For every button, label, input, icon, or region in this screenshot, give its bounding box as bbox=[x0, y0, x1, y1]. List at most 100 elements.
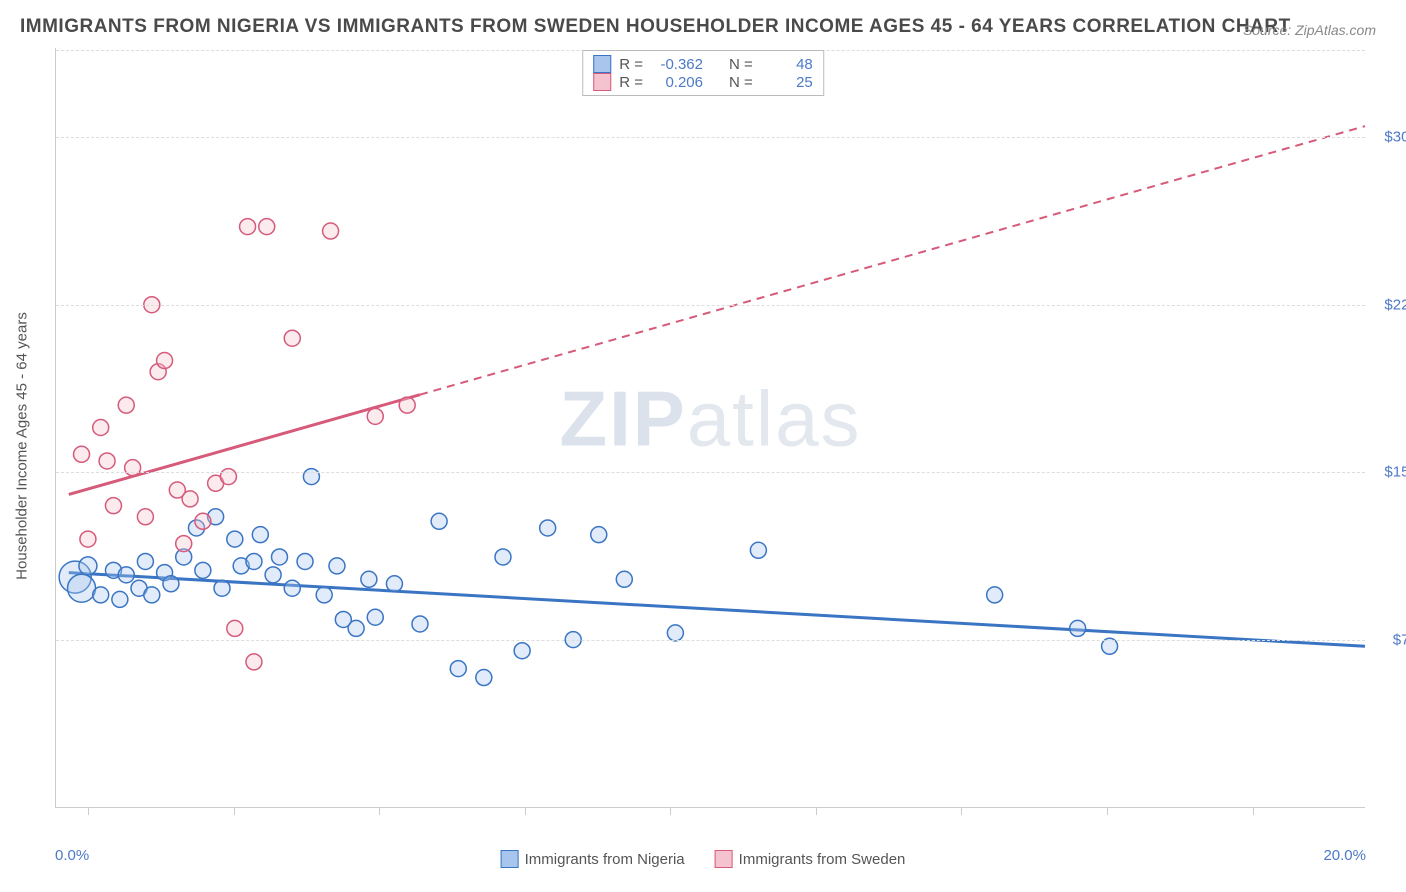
data-point bbox=[348, 620, 364, 636]
gridline bbox=[56, 137, 1365, 138]
data-point bbox=[195, 562, 211, 578]
data-point bbox=[125, 460, 141, 476]
data-point bbox=[252, 527, 268, 543]
data-point bbox=[399, 397, 415, 413]
x-tick bbox=[1253, 807, 1254, 815]
data-point bbox=[227, 531, 243, 547]
data-point bbox=[450, 661, 466, 677]
stat-row: R = 0.206 N = 25 bbox=[593, 73, 813, 91]
x-axis-max-label: 20.0% bbox=[1323, 847, 1366, 864]
data-point bbox=[240, 219, 256, 235]
stat-n-value: 48 bbox=[761, 56, 813, 73]
data-point bbox=[112, 591, 128, 607]
data-point bbox=[297, 553, 313, 569]
x-tick bbox=[670, 807, 671, 815]
data-point bbox=[412, 616, 428, 632]
x-axis-min-label: 0.0% bbox=[55, 847, 89, 864]
x-tick bbox=[816, 807, 817, 815]
data-point bbox=[182, 491, 198, 507]
data-point bbox=[79, 557, 97, 575]
y-tick-label: $225,000 bbox=[1384, 296, 1406, 313]
data-point bbox=[265, 567, 281, 583]
x-tick bbox=[379, 807, 380, 815]
data-point bbox=[68, 574, 96, 602]
plot-area: ZIPatlas $75,000$150,000$225,000$300,000 bbox=[55, 48, 1365, 808]
correlation-stats-box: R = -0.362 N = 48 R = 0.206 N = 25 bbox=[582, 50, 824, 96]
stat-n-label: N = bbox=[729, 74, 753, 91]
data-point bbox=[157, 353, 173, 369]
data-point bbox=[105, 498, 121, 514]
x-tick bbox=[961, 807, 962, 815]
stat-swatch bbox=[593, 55, 611, 73]
data-point bbox=[137, 509, 153, 525]
data-point bbox=[220, 469, 236, 485]
stat-n-label: N = bbox=[729, 56, 753, 73]
stat-r-label: R = bbox=[619, 56, 643, 73]
data-point bbox=[176, 536, 192, 552]
data-point bbox=[195, 513, 211, 529]
data-point bbox=[144, 587, 160, 603]
stat-n-value: 25 bbox=[761, 74, 813, 91]
data-point bbox=[284, 580, 300, 596]
data-point bbox=[323, 223, 339, 239]
gridline bbox=[56, 305, 1365, 306]
y-tick-label: $150,000 bbox=[1384, 464, 1406, 481]
data-point bbox=[386, 576, 402, 592]
stat-r-value: 0.206 bbox=[651, 74, 703, 91]
legend-item: Immigrants from Sweden bbox=[715, 850, 906, 868]
data-point bbox=[476, 670, 492, 686]
legend-label: Immigrants from Sweden bbox=[739, 851, 906, 868]
stat-row: R = -0.362 N = 48 bbox=[593, 55, 813, 73]
y-axis-title: Householder Income Ages 45 - 64 years bbox=[14, 312, 31, 580]
legend-label: Immigrants from Nigeria bbox=[525, 851, 685, 868]
data-point bbox=[367, 408, 383, 424]
data-point bbox=[93, 587, 109, 603]
data-point bbox=[303, 469, 319, 485]
stat-r-value: -0.362 bbox=[651, 56, 703, 73]
x-tick bbox=[525, 807, 526, 815]
legend-swatch bbox=[501, 850, 519, 868]
data-point bbox=[74, 446, 90, 462]
stat-swatch bbox=[593, 73, 611, 91]
stat-r-label: R = bbox=[619, 74, 643, 91]
series-legend: Immigrants from Nigeria Immigrants from S… bbox=[501, 850, 906, 868]
data-point bbox=[214, 580, 230, 596]
x-tick bbox=[1107, 807, 1108, 815]
data-point bbox=[1102, 638, 1118, 654]
chart-title: IMMIGRANTS FROM NIGERIA VS IMMIGRANTS FR… bbox=[20, 16, 1291, 38]
data-point bbox=[361, 571, 377, 587]
data-point bbox=[80, 531, 96, 547]
data-point bbox=[495, 549, 511, 565]
data-point bbox=[316, 587, 332, 603]
x-tick bbox=[88, 807, 89, 815]
data-point bbox=[93, 420, 109, 436]
data-point bbox=[987, 587, 1003, 603]
data-point bbox=[118, 567, 134, 583]
data-point bbox=[284, 330, 300, 346]
trend-line bbox=[69, 573, 1365, 647]
source-attribution: Source: ZipAtlas.com bbox=[1243, 22, 1376, 38]
data-point bbox=[540, 520, 556, 536]
data-point bbox=[367, 609, 383, 625]
data-point bbox=[163, 576, 179, 592]
legend-swatch bbox=[715, 850, 733, 868]
data-point bbox=[137, 553, 153, 569]
data-point bbox=[514, 643, 530, 659]
gridline bbox=[56, 472, 1365, 473]
data-point bbox=[259, 219, 275, 235]
data-point bbox=[616, 571, 632, 587]
data-point bbox=[667, 625, 683, 641]
legend-item: Immigrants from Nigeria bbox=[501, 850, 685, 868]
data-point bbox=[99, 453, 115, 469]
data-point bbox=[431, 513, 447, 529]
y-tick-label: $75,000 bbox=[1393, 631, 1406, 648]
x-tick bbox=[234, 807, 235, 815]
data-point bbox=[750, 542, 766, 558]
data-point bbox=[227, 620, 243, 636]
data-point bbox=[118, 397, 134, 413]
data-point bbox=[591, 527, 607, 543]
data-point bbox=[271, 549, 287, 565]
y-tick-label: $300,000 bbox=[1384, 129, 1406, 146]
data-point bbox=[1070, 620, 1086, 636]
gridline bbox=[56, 640, 1365, 641]
